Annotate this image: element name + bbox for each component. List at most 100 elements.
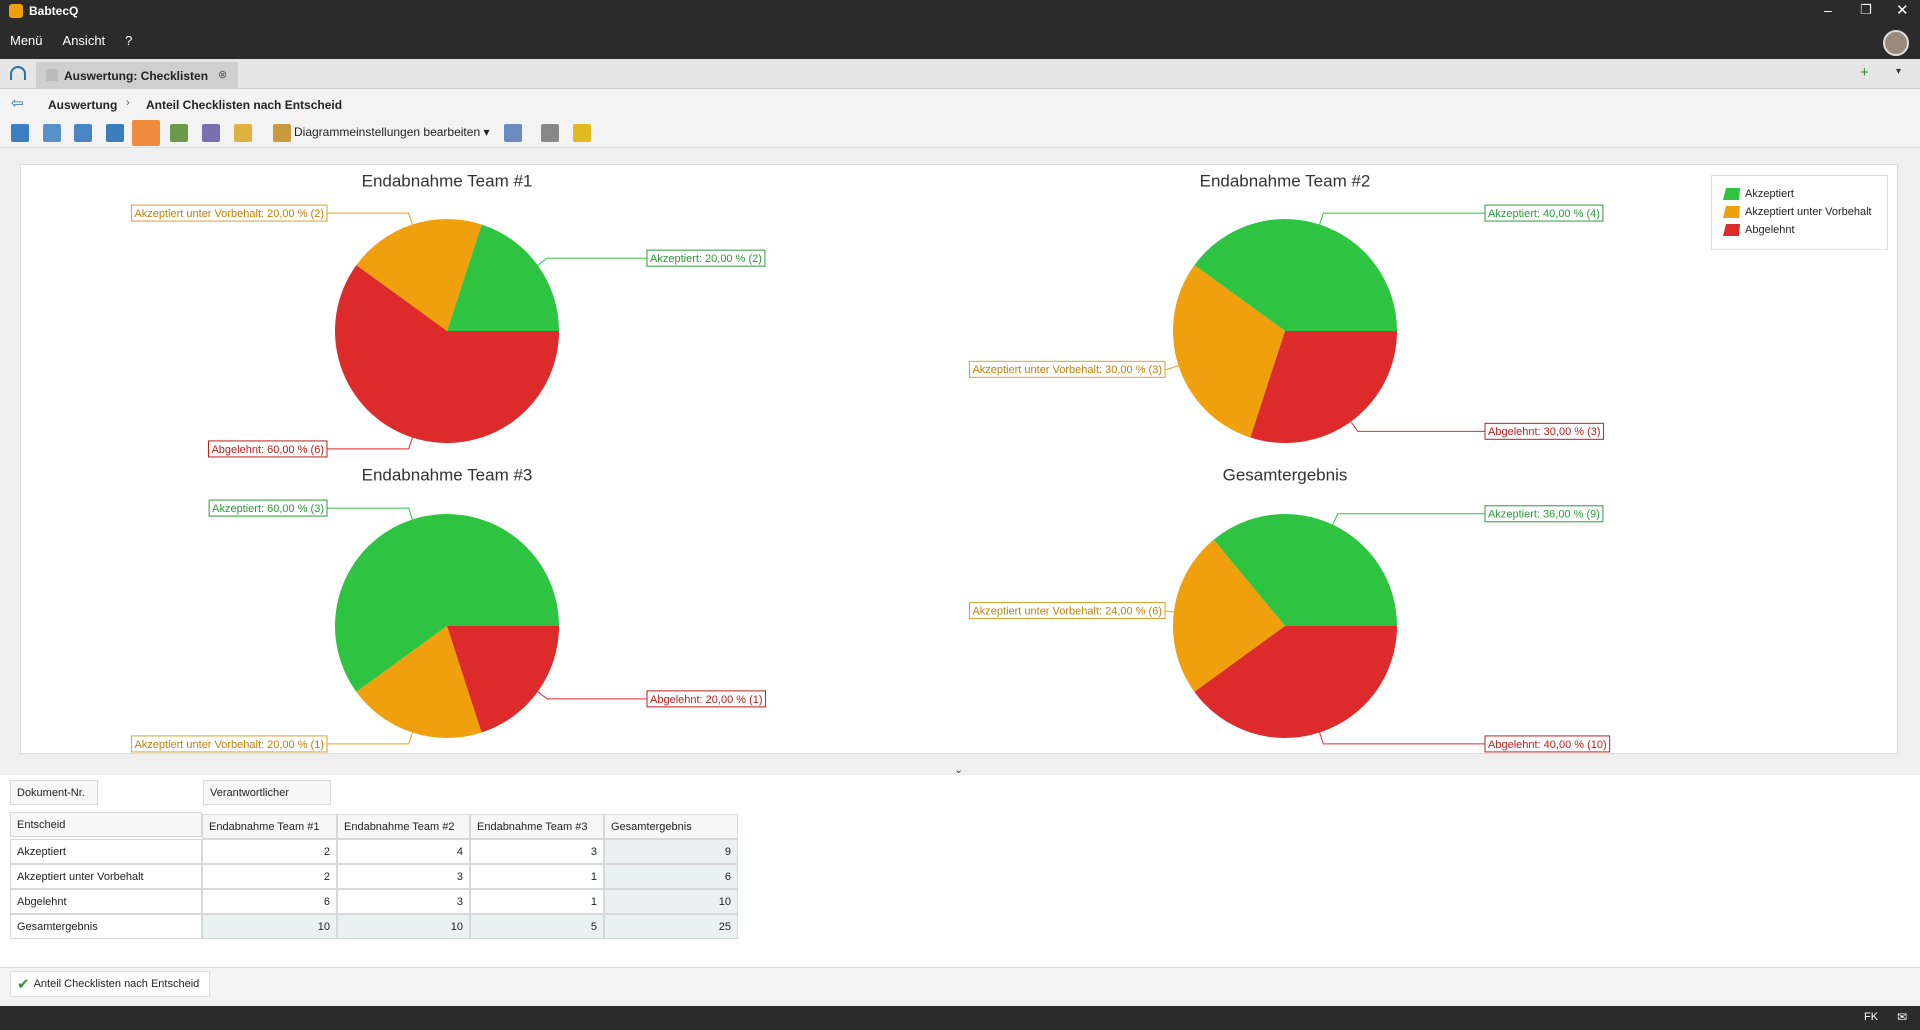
row-header: Abgelehnt <box>10 889 202 914</box>
toolbar-button[interactable] <box>504 124 522 142</box>
toolbar-button[interactable] <box>234 124 252 142</box>
data-cell: 3 <box>337 889 470 914</box>
pie-slice <box>447 224 559 331</box>
leader-line <box>537 691 647 700</box>
leader-line <box>1165 365 1179 370</box>
leader-line <box>1350 421 1485 432</box>
data-cell: 4 <box>337 839 470 864</box>
menu-bar: Menü Ansicht? <box>10 33 132 53</box>
toolbar-button[interactable] <box>11 124 29 142</box>
breadcrumb-separator: › <box>126 97 130 109</box>
data-label-box <box>130 735 328 753</box>
data-label-box <box>646 690 767 708</box>
tab-close[interactable]: ⊗ <box>218 69 228 81</box>
tab[interactable]: Auswertung: Checklisten ⊗ <box>36 62 238 89</box>
settings-label: Diagrammeinstellungen bearbeiten <box>294 125 481 139</box>
data-cell: 10 <box>337 914 470 939</box>
toolbar-button[interactable] <box>106 124 124 142</box>
data-cell: 25 <box>604 914 738 939</box>
mail-icon[interactable]: ✉ <box>1897 1010 1908 1024</box>
leader-line <box>1319 212 1485 225</box>
title-bar: BabtecQ – ❐ ✕ Menü Ansicht? <box>0 0 1920 59</box>
chart-panel-background <box>20 164 1898 754</box>
chart-title: Endabnahme Team #2 <box>1200 171 1371 190</box>
window-title: BabtecQ <box>29 4 79 18</box>
leader-line <box>327 732 413 745</box>
row-field[interactable]: Entscheid <box>10 812 202 837</box>
data-cell: 10 <box>202 914 337 939</box>
toolbar-button[interactable] <box>170 124 188 142</box>
leader-line <box>327 212 413 225</box>
bottom-tab[interactable]: ✔ Anteil Checklisten nach Entscheid <box>10 971 211 997</box>
home-icon[interactable] <box>10 66 26 80</box>
minimize[interactable]: – <box>1824 2 1832 18</box>
data-cell: 3 <box>470 839 604 864</box>
data-label-box <box>207 440 328 458</box>
data-label: Abgelehnt: 20,00 % (1) <box>650 694 763 706</box>
data-cell: 2 <box>202 864 337 889</box>
data-label: Akzeptiert unter Vorbehalt: 24,00 % (6) <box>972 605 1162 617</box>
data-label: Akzeptiert unter Vorbehalt: 20,00 % (1) <box>134 739 324 751</box>
pie-slice <box>447 626 559 733</box>
chart-title: Endabnahme Team #3 <box>362 465 533 484</box>
user-avatar[interactable] <box>1883 30 1909 56</box>
data-label: Akzeptiert: 36,00 % (9) <box>1488 509 1600 521</box>
legend-swatch <box>1723 206 1740 218</box>
pie-slice <box>334 514 559 692</box>
pie-slice <box>1213 514 1397 626</box>
pie-slice <box>1194 626 1397 738</box>
data-label: Akzeptiert: 40,00 % (4) <box>1488 208 1600 220</box>
tab-bar: Auswertung: Checklisten ⊗ + ▾ <box>0 59 1920 89</box>
data-label: Abgelehnt: 30,00 % (3) <box>1488 426 1601 438</box>
tab-label: Auswertung: Checklisten <box>64 69 209 83</box>
data-label-box <box>1484 204 1604 222</box>
print-button[interactable] <box>541 124 559 142</box>
toolbar-button-active[interactable] <box>132 120 160 146</box>
chart-title: Endabnahme Team #1 <box>362 171 533 190</box>
row-header: Akzeptiert <box>10 839 202 864</box>
breadcrumb-current: Anteil Checklisten nach Entscheid <box>146 98 343 112</box>
app-icon <box>9 4 23 18</box>
toolbar <box>0 118 1920 148</box>
legend-label: Akzeptiert <box>1745 188 1794 200</box>
data-label: Akzeptiert: 20,00 % (2) <box>650 253 762 265</box>
back-button[interactable]: ⇦ <box>11 95 24 112</box>
pie-slice <box>334 265 559 444</box>
legend-label: Abgelehnt <box>1745 224 1795 236</box>
data-cell: 3 <box>337 864 470 889</box>
tab-menu[interactable]: ▾ <box>1896 66 1902 77</box>
data-cell: 5 <box>470 914 604 939</box>
pivot-grid: Dokument-Nr. Verantwortlicher Entscheid End… <box>0 775 1920 967</box>
chart-title: Gesamtergebnis <box>1223 465 1348 484</box>
data-label-box <box>968 360 1166 378</box>
filter-field[interactable]: Dokument-Nr. <box>10 780 98 805</box>
toolbar-button[interactable] <box>202 124 220 142</box>
favorite-button[interactable] <box>573 124 591 142</box>
data-cell: 1 <box>470 864 604 889</box>
column-field[interactable]: Verantwortlicher <box>203 780 331 805</box>
tab-icon <box>46 69 58 81</box>
settings-button[interactable]: Diagrammeinstellungen bearbeiten ▾ <box>294 125 490 139</box>
check-icon: ✔ <box>17 976 30 993</box>
breadcrumb-item[interactable]: Auswertung <box>48 98 118 112</box>
leader-line <box>1319 732 1485 745</box>
collapse-toggle[interactable]: ⌄ <box>954 764 964 776</box>
pie-slice <box>356 219 482 331</box>
pie-slice <box>1172 265 1285 438</box>
pie-slice <box>1194 218 1397 331</box>
add-tab[interactable]: + <box>1860 64 1869 81</box>
data-cell: 10 <box>604 889 738 914</box>
legend-box <box>1711 175 1888 250</box>
menu-item[interactable]: Menü <box>10 33 43 48</box>
close[interactable]: ✕ <box>1896 2 1909 19</box>
legend-label: Akzeptiert unter Vorbehalt <box>1745 206 1872 218</box>
pie-slice <box>1250 331 1397 443</box>
menu-item[interactable]: Ansicht <box>62 33 106 48</box>
toolbar-button[interactable] <box>74 124 92 142</box>
breadcrumb-bar: ⇦ Auswertung › Anteil Checklisten nach E… <box>0 90 1920 118</box>
column-header: Endabnahme Team #1 <box>202 814 337 839</box>
restore[interactable]: ❐ <box>1860 2 1872 17</box>
toolbar-button[interactable] <box>43 124 61 142</box>
pie-slice <box>1173 539 1285 692</box>
menu-item[interactable]: ? <box>125 33 133 48</box>
